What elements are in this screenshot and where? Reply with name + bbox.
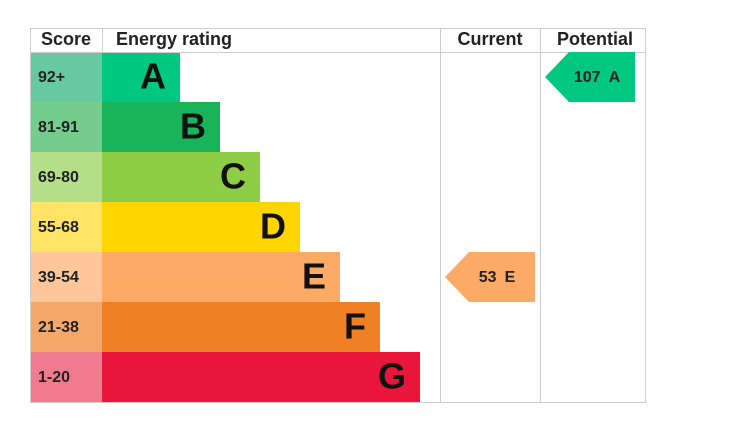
- band-letter: D: [260, 206, 286, 247]
- band-letter: A: [140, 56, 166, 97]
- bands: [30, 52, 420, 402]
- rating-bar: [102, 302, 380, 352]
- rating-bar: [102, 352, 420, 402]
- current-score: 53: [479, 269, 497, 286]
- band-letter: F: [344, 306, 366, 347]
- score-cell: [30, 52, 102, 102]
- rating-bar: [102, 52, 180, 102]
- rating-bar: [102, 152, 260, 202]
- score-cell: [30, 102, 102, 152]
- potential-arrow: [545, 52, 635, 102]
- band-letter: G: [378, 356, 406, 397]
- band-score: 92+: [38, 69, 65, 86]
- current-arrow: [445, 252, 535, 302]
- current-label: 53 E: [479, 269, 516, 286]
- potential-score: 107: [574, 69, 601, 86]
- table-frame: [30, 28, 646, 403]
- band-score: 1-20: [38, 369, 70, 386]
- band-letter: C: [220, 156, 246, 197]
- rating-bar: [102, 202, 300, 252]
- current-letter: E: [505, 269, 516, 286]
- potential-letter: A: [609, 69, 621, 86]
- score-cell: [30, 302, 102, 352]
- score-cell: [30, 252, 102, 302]
- band-score: 69-80: [38, 169, 79, 186]
- band-score: 21-38: [38, 319, 79, 336]
- score-cell: [30, 152, 102, 202]
- header-rating: Energy rating: [116, 29, 232, 49]
- header-potential: Potential: [557, 29, 633, 49]
- potential-label: 107 A: [574, 69, 621, 86]
- band-score: 55-68: [38, 219, 79, 236]
- score-cell: [30, 202, 102, 252]
- header-current: Current: [457, 29, 522, 49]
- score-cell: [30, 352, 102, 402]
- band-letter: B: [180, 106, 206, 147]
- band-letter: E: [302, 256, 326, 297]
- band-score: 81-91: [38, 119, 79, 136]
- header-score: Score: [41, 29, 91, 49]
- band-score: 39-54: [38, 269, 79, 286]
- rating-bar: [102, 102, 220, 152]
- rating-bar: [102, 252, 340, 302]
